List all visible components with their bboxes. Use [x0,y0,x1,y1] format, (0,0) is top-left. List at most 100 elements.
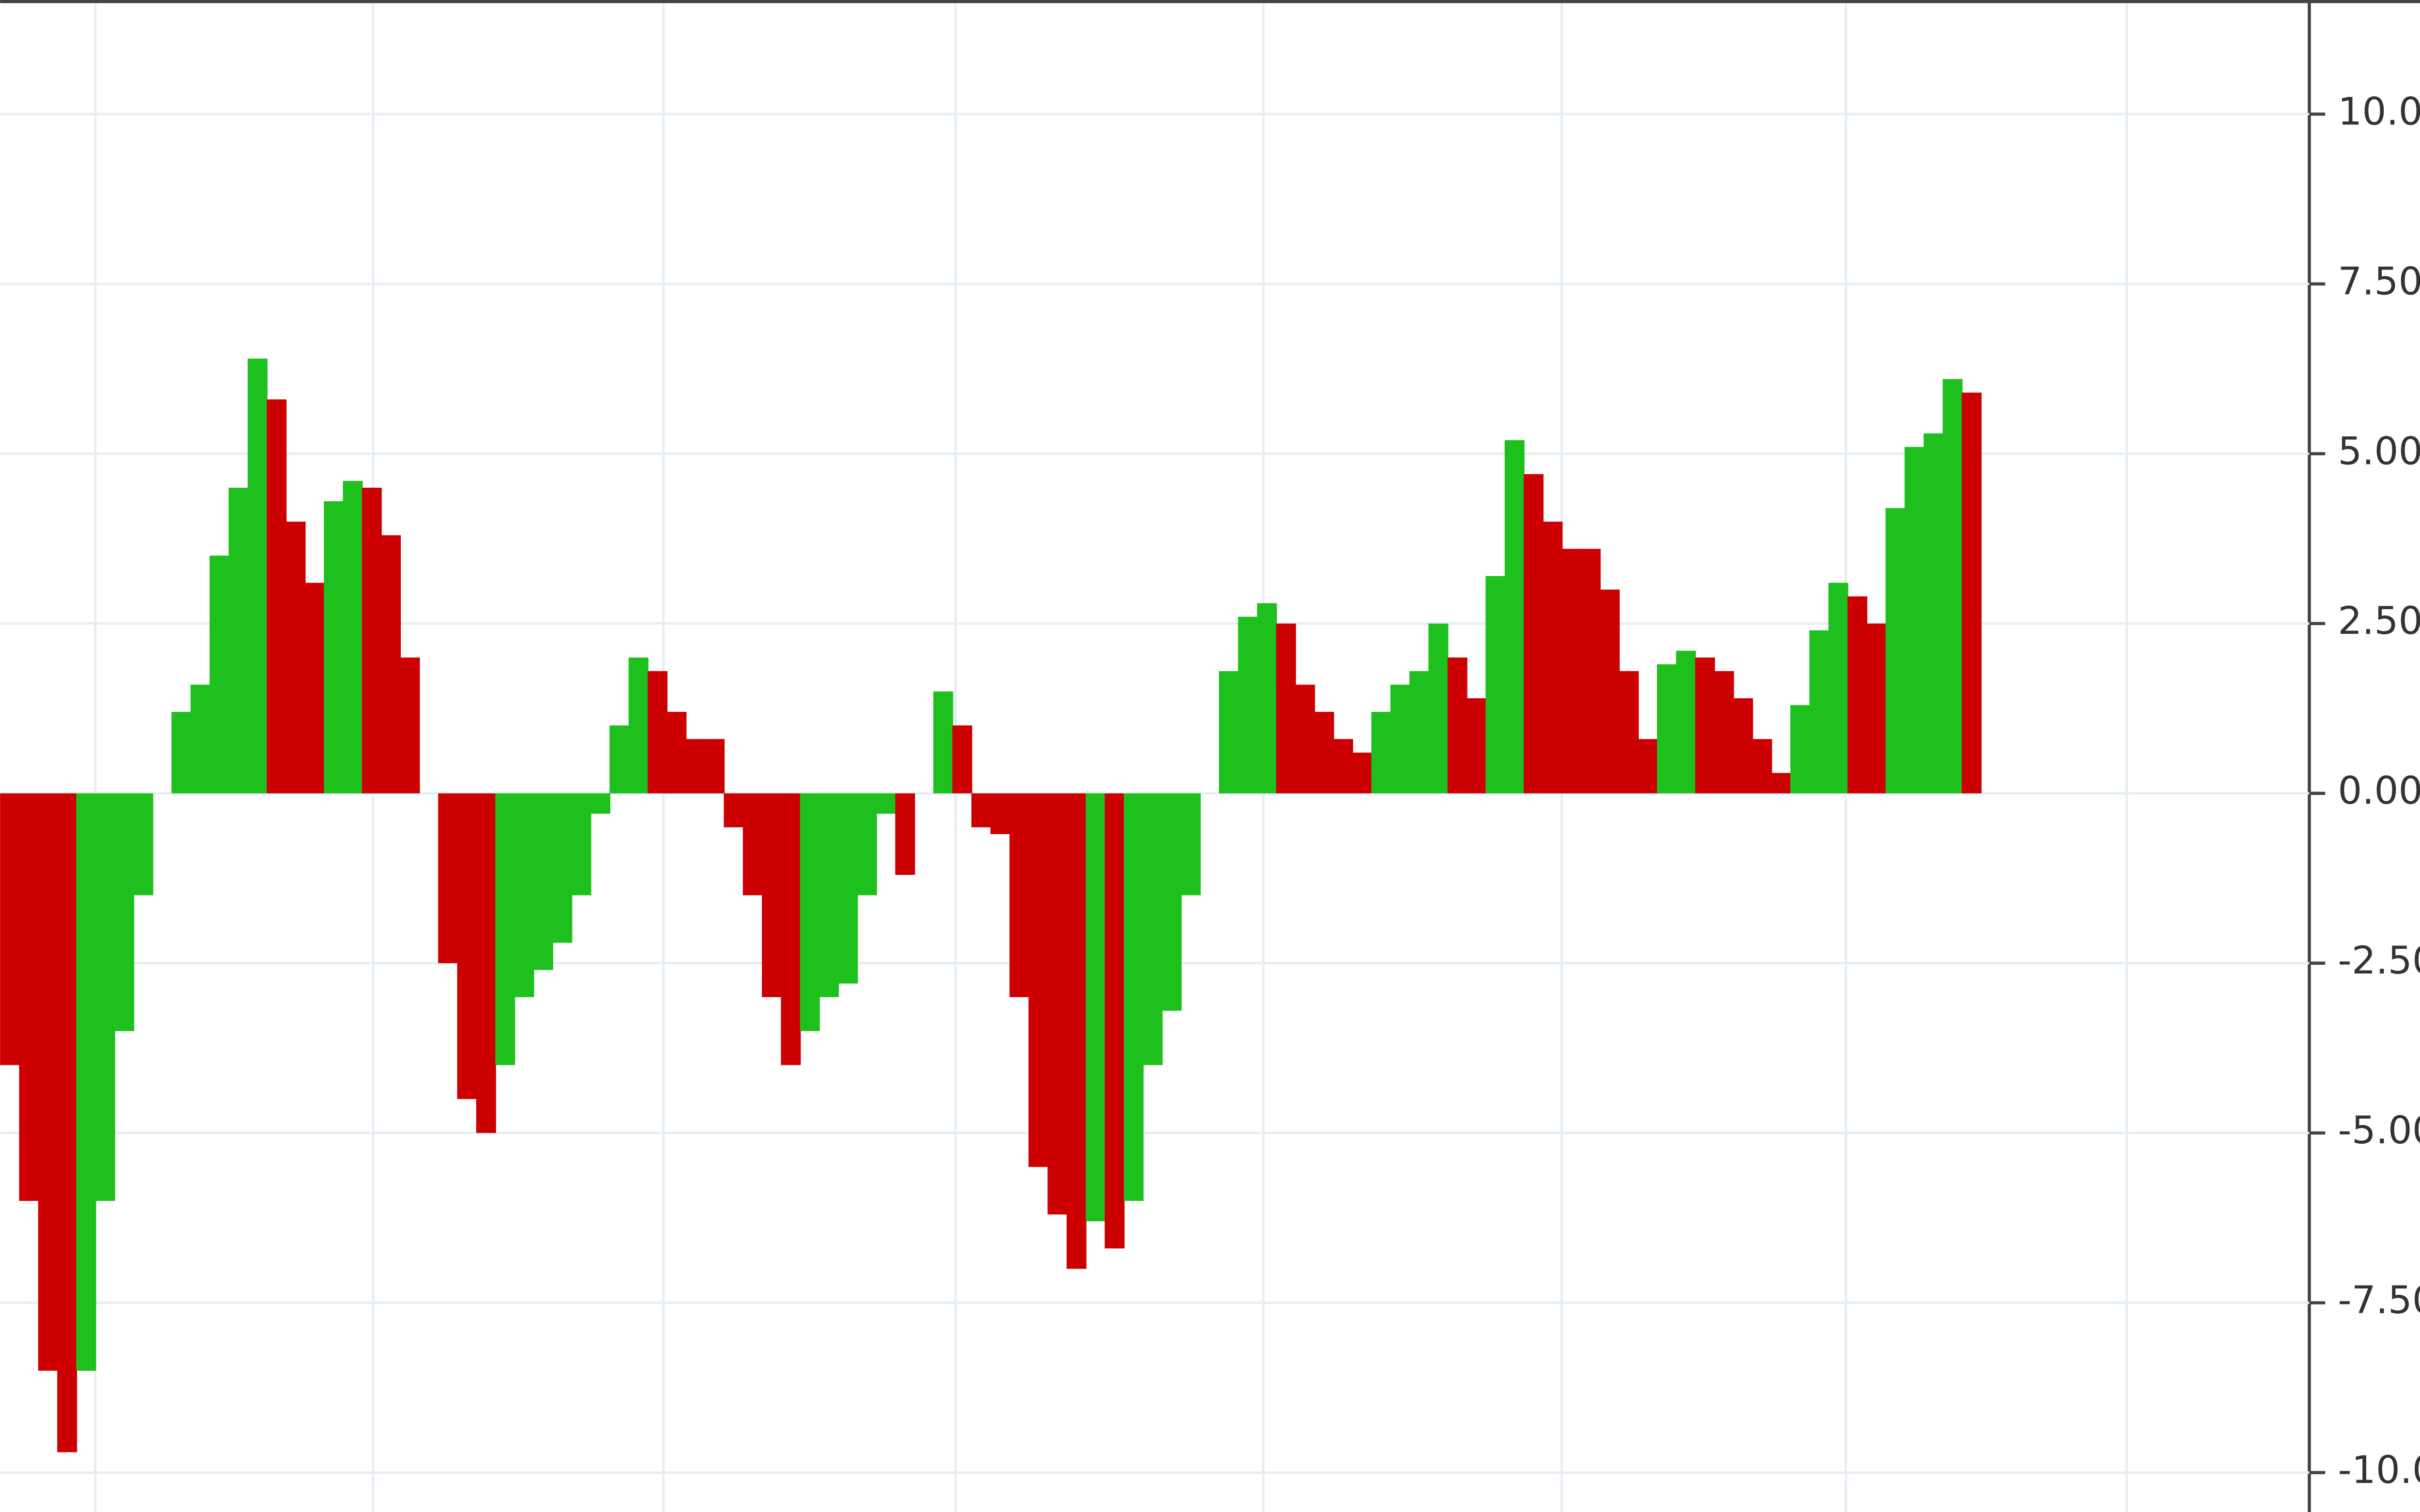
bar [1333,739,1353,793]
bar [1561,549,1582,793]
bar [590,793,610,814]
bar [133,793,153,896]
bar [1295,685,1315,793]
y-tick-label: -10.00 [2338,1448,2420,1492]
bar [1009,793,1029,997]
bar [1162,793,1182,1011]
y-tick-label: -7.50 [2338,1278,2420,1322]
bar [1866,623,1887,793]
y-tick-label: -5.00 [2338,1108,2420,1153]
bar [628,657,649,793]
bar [1143,793,1163,1065]
bar [1905,447,1925,793]
bar [1352,752,1372,793]
bar [990,793,1011,834]
bar [1219,671,1239,793]
bar [304,583,325,793]
bar [343,480,363,793]
y-tick-label: -2.50 [2338,938,2420,983]
bar [1371,712,1392,793]
bar [57,793,77,1452]
bar [1276,623,1296,793]
bar [95,793,115,1201]
bar [724,793,744,827]
bar [362,487,382,793]
bar [648,671,668,793]
bar [1962,392,1982,793]
bar [514,793,534,997]
bar [819,793,839,997]
bar [400,657,420,793]
bar [1123,793,1144,1201]
bar [1676,650,1696,793]
bar [952,725,972,793]
bar [1809,630,1830,793]
bar [1180,793,1201,896]
bar [705,739,725,793]
bar [1028,793,1049,1167]
bar [1257,603,1277,793]
bar [457,793,477,1099]
y-tick-label: 2.50 [2338,599,2420,643]
bar [1600,589,1620,793]
bar [210,555,230,793]
bar [1485,576,1506,793]
bar [1047,793,1068,1215]
bar [1447,657,1467,793]
bar [1828,583,1848,793]
bar [476,793,496,1133]
bar [666,712,687,793]
bar [1733,698,1753,793]
bar [324,501,344,793]
bar [609,725,630,793]
bar [742,793,763,896]
bar [971,793,991,827]
bar [171,712,192,793]
bar [1467,698,1487,793]
y-tick-label: 7.50 [2338,259,2420,303]
bar [19,793,39,1201]
bar [495,793,515,1065]
y-tick-label: 10.00 [2338,89,2420,134]
bar [1923,433,1944,793]
bar [533,793,553,970]
bar [1771,773,1791,793]
bar [1314,712,1334,793]
bar [1524,474,1544,793]
bar [1942,379,1963,793]
bar [1543,522,1563,793]
bar [76,793,96,1371]
bar [1086,793,1106,1222]
bar [1581,549,1601,793]
bar [571,793,591,896]
bar [1428,623,1449,793]
y-tick-label: 0.00 [2338,768,2420,813]
bar [267,399,287,793]
bar [1104,793,1125,1249]
bar [1390,685,1410,793]
bar [381,535,401,793]
bar [1847,596,1868,793]
bar [1714,671,1734,793]
bar [762,793,782,997]
bar [438,793,458,963]
bar [1238,616,1258,793]
bar [876,793,896,814]
bar [1885,508,1906,793]
bar [1409,671,1430,793]
bar [1638,739,1658,793]
y-tick-label: 5.00 [2338,429,2420,473]
bar [1695,657,1715,793]
bar [1790,705,1811,793]
bar [933,691,953,793]
bar [857,793,877,896]
bar [781,793,801,1065]
bar [0,793,20,1065]
bar [190,685,211,793]
bar [1618,671,1639,793]
bar [1752,739,1772,793]
bar [38,793,58,1371]
bar [552,793,573,943]
bar [1657,664,1677,793]
